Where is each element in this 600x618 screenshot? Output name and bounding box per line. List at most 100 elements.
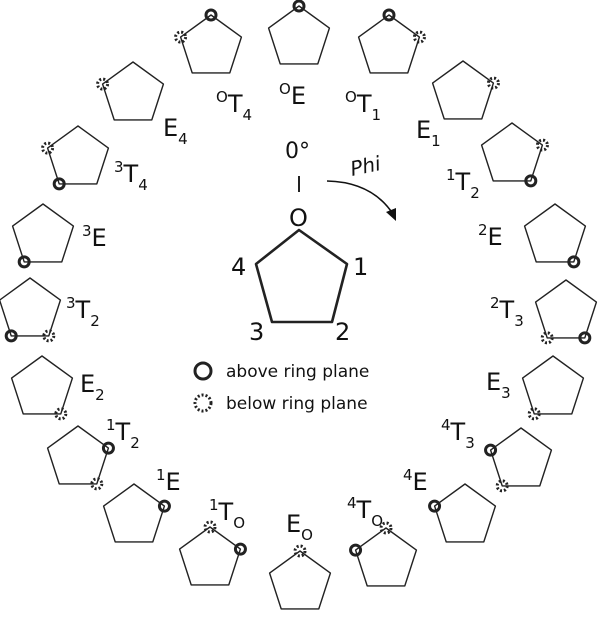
conformer-label: 1T2 xyxy=(106,416,140,452)
conformer-label: 3E xyxy=(82,222,107,252)
conformer-label-sub: 2 xyxy=(95,386,105,404)
conformer-label-main: E xyxy=(488,223,503,251)
conformer-label-main: E xyxy=(80,370,95,398)
below-plane-marker xyxy=(527,407,541,421)
above-plane-marker xyxy=(101,441,115,455)
above-plane-marker xyxy=(428,499,442,513)
conformer-pentagon xyxy=(268,550,332,610)
conformer-label: 3T2 xyxy=(66,294,100,330)
conformer-label-sub: 3 xyxy=(514,312,524,330)
conformer-label: 1T2 xyxy=(446,166,480,202)
conformer-label-pre: 1 xyxy=(446,166,456,184)
above-plane-marker xyxy=(17,255,31,269)
conformer-pentagon xyxy=(480,122,544,182)
conformer-label-main: T xyxy=(450,418,466,446)
below-plane-marker xyxy=(42,329,56,343)
conformer-label: OT4 xyxy=(216,88,252,124)
conformer-label-main: E xyxy=(416,116,431,144)
conformer-label-sub: 4 xyxy=(242,106,252,124)
below-plane-marker xyxy=(486,76,500,90)
conformer-label-main: T xyxy=(499,296,515,324)
above-plane-marker xyxy=(157,499,171,513)
legend-below-marker xyxy=(193,393,213,413)
conformer-label-sub: O xyxy=(233,514,245,532)
central-pentagon xyxy=(254,228,349,324)
conformer-label-main: T xyxy=(75,296,91,324)
conformer-pentagon xyxy=(101,61,165,121)
phi-arrowhead xyxy=(386,208,396,221)
conformer-E1: E1 xyxy=(416,60,500,150)
conformer-oT4: OT4 xyxy=(174,8,252,124)
conformer-label-main: E xyxy=(413,468,428,496)
conformer-pentagon xyxy=(431,60,495,120)
conformer-pentagon xyxy=(521,355,585,415)
conformer-pentagon xyxy=(267,5,331,65)
conformer-pentagon xyxy=(534,279,598,339)
conformer-1E: 1E xyxy=(102,466,181,543)
conformer-pentagon xyxy=(523,203,587,263)
conformer-oT1: OT1 xyxy=(345,8,426,124)
conformer-label-main: E xyxy=(166,468,181,496)
conformer-label-pre: O xyxy=(345,88,357,106)
legend-below-text: below ring plane xyxy=(226,394,368,414)
below-plane-marker xyxy=(96,77,110,91)
conformer-label-pre: 3 xyxy=(66,294,76,312)
below-plane-marker xyxy=(41,141,55,155)
below-plane-marker xyxy=(540,331,554,345)
conformer-label-sub: 1 xyxy=(431,132,441,150)
conformer-E3: E3 xyxy=(486,355,585,421)
conformer-label: E2 xyxy=(80,370,105,404)
conformer-pentagon xyxy=(46,125,110,185)
ring-atom-1-label: 1 xyxy=(353,253,368,281)
conformer-label-sub: 2 xyxy=(130,434,140,452)
conformer-label: E1 xyxy=(416,116,441,150)
conformer-1T2b: 1T2 xyxy=(46,416,140,491)
conformer-label-main: T xyxy=(356,90,372,118)
above-plane-marker xyxy=(204,8,218,22)
conformer-label: 2E xyxy=(478,221,503,251)
below-plane-marker xyxy=(203,520,217,534)
conformer-pentagon xyxy=(178,526,242,586)
below-plane-marker xyxy=(54,407,68,421)
above-plane-marker xyxy=(567,255,581,269)
conformer-label: E4 xyxy=(163,114,188,148)
conformer-pentagon xyxy=(354,527,418,587)
conformer-label: 1TO xyxy=(209,496,245,532)
conformer-3E: 3E xyxy=(11,203,107,269)
conformer-label-main: T xyxy=(218,498,234,526)
conformer-1To: 1TO xyxy=(178,496,247,586)
conformer-label-main: E xyxy=(486,368,501,396)
conformer-oE: OE xyxy=(267,0,331,110)
conformer-pentagon xyxy=(11,203,75,263)
above-plane-marker xyxy=(349,543,363,557)
conformer-pentagon xyxy=(357,14,421,74)
ring-atom-2-label: 2 xyxy=(335,318,350,346)
conformer-label-pre: O xyxy=(279,80,291,98)
conformer-label: 4E xyxy=(403,466,428,496)
conformer-label-pre: 1 xyxy=(106,416,116,434)
below-plane-marker xyxy=(495,479,509,493)
conformer-3T2: 3T2 xyxy=(0,277,100,343)
above-plane-marker xyxy=(484,443,498,457)
conformer-1T2: 1T2 xyxy=(446,122,549,202)
below-plane-marker xyxy=(535,138,549,152)
below-plane-marker xyxy=(90,477,104,491)
conformer-pentagon xyxy=(433,483,497,543)
legend-above-marker xyxy=(193,361,213,381)
conformer-label-main: E xyxy=(163,114,178,142)
conformer-label-main: T xyxy=(455,168,471,196)
above-plane-marker xyxy=(382,8,396,22)
conformer-label-pre: 4 xyxy=(403,466,413,484)
conformer-label: 3T4 xyxy=(114,158,148,194)
above-plane-marker xyxy=(524,174,538,188)
conformer-label-main: E xyxy=(286,510,301,538)
conformer-pentagon xyxy=(179,14,243,74)
phi-arc xyxy=(326,180,394,215)
conformer-label-main: T xyxy=(123,160,139,188)
conformer-label-main: E xyxy=(291,82,306,110)
conformer-4E: 4E xyxy=(403,466,497,543)
above-plane-marker xyxy=(292,0,306,13)
conformer-label: EO xyxy=(286,510,313,544)
